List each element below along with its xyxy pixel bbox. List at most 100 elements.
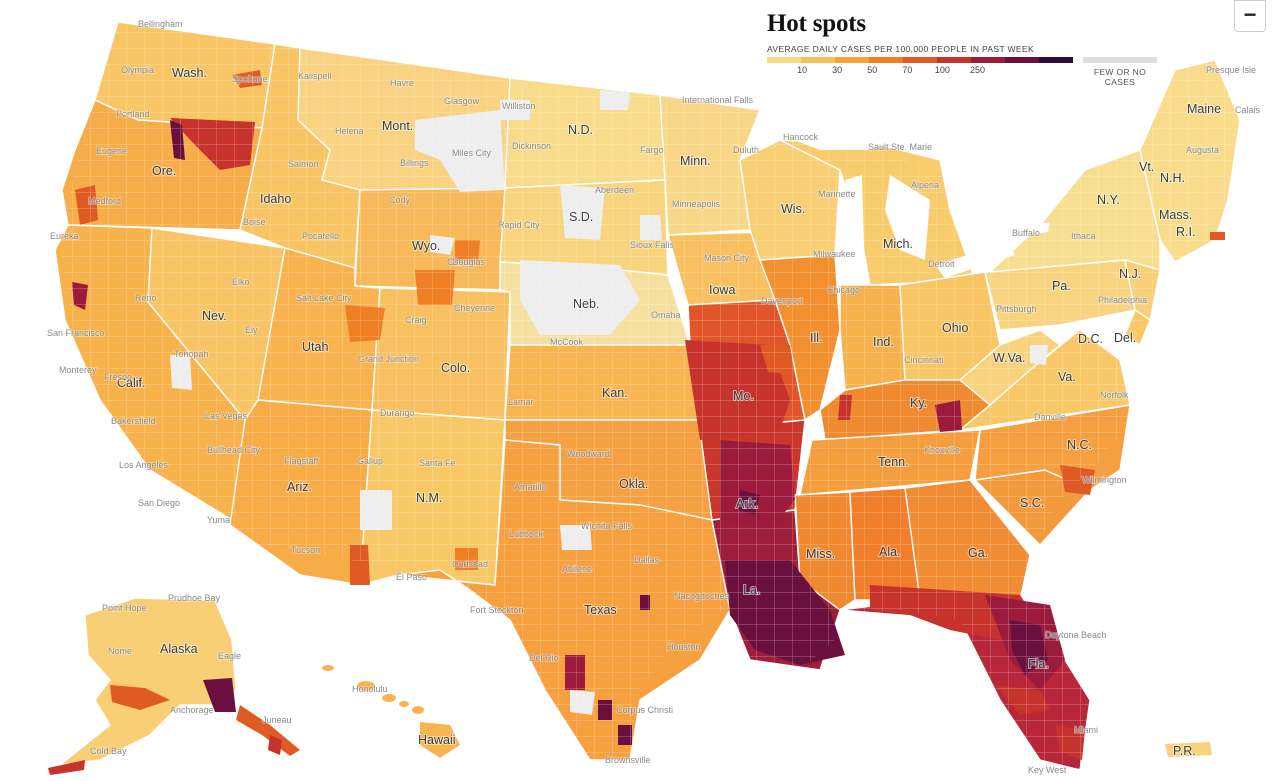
legend-ticks: 10 30 50 70 100 250 — [767, 65, 1073, 77]
city-label: Honolulu — [352, 684, 388, 694]
city-label: Del Rio — [529, 653, 559, 663]
city-label: Lubbock — [509, 529, 544, 539]
city-label: Portland — [116, 109, 150, 119]
label-utah: Utah — [302, 340, 328, 354]
label-sd: S.D. — [569, 210, 593, 224]
legend-tick-label: 10 — [797, 65, 808, 75]
city-label: Davenport — [761, 296, 803, 306]
label-nj: N.J. — [1119, 267, 1141, 281]
label-tenn: Tenn. — [878, 455, 909, 469]
legend-subtitle: AVERAGE DAILY CASES PER 100,000 PEOPLE I… — [767, 44, 1034, 54]
city-label: Cold Bay — [90, 746, 127, 756]
label-ala: Ala. — [879, 545, 901, 559]
label-mich: Mich. — [883, 237, 913, 251]
city-label: Carlsbad — [452, 559, 488, 569]
label-miss: Miss. — [806, 547, 835, 561]
city-label: Grand Junction — [358, 354, 419, 364]
label-ore: Ore. — [152, 164, 176, 178]
city-label: Wilmington — [1082, 475, 1127, 485]
label-ill: Ill. — [810, 331, 823, 345]
city-label: Bellingham — [138, 19, 183, 29]
label-nd: N.D. — [568, 123, 593, 137]
city-label: Bakersfield — [111, 416, 156, 426]
city-label: Nome — [108, 646, 132, 656]
label-nh: N.H. — [1160, 171, 1185, 185]
city-label: Sault Ste. Marie — [868, 142, 932, 152]
city-label: Point Hope — [102, 603, 147, 613]
city-label: Pittsburgh — [996, 304, 1037, 314]
label-ohio: Ohio — [942, 321, 968, 335]
label-ny: N.Y. — [1097, 193, 1120, 207]
label-wis: Wis. — [781, 202, 805, 216]
puerto-rico[interactable] — [1165, 742, 1212, 757]
city-label: Juneau — [262, 715, 292, 725]
city-label: Craig — [405, 315, 427, 325]
city-label: Abilene — [562, 564, 592, 574]
legend: Hot spots AVERAGE DAILY CASES PER 100,00… — [767, 10, 1167, 97]
city-label: Spokane — [232, 74, 268, 84]
city-label: Fort Stockton — [470, 605, 524, 615]
city-label: San Diego — [138, 498, 180, 508]
city-label: Danville — [1034, 412, 1066, 422]
city-label: Brownsville — [605, 755, 651, 765]
legend-no-cases-label: FEW OR NO CASES — [1093, 67, 1147, 87]
city-label: Alpena — [911, 180, 939, 190]
label-texas: Texas — [584, 603, 617, 617]
city-label: Milwaukee — [813, 249, 856, 259]
city-label: International Falls — [682, 95, 754, 105]
city-label: Wichita Falls — [581, 521, 633, 531]
label-ariz: Ariz. — [287, 480, 312, 494]
city-label: Amarillo — [514, 482, 547, 492]
city-label: Elko — [232, 277, 250, 287]
label-alaska: Alaska — [160, 642, 198, 656]
label-wash: Wash. — [172, 66, 207, 80]
legend-swatch — [801, 57, 835, 63]
city-label: Fargo — [640, 145, 664, 155]
legend-tick-label: 70 — [902, 65, 913, 75]
label-idaho: Idaho — [260, 192, 291, 206]
city-label: Minneapolis — [672, 199, 721, 209]
legend-tick-label: 30 — [832, 65, 843, 75]
city-label: Santa Fe — [419, 458, 456, 468]
city-label: Sioux Falls — [630, 240, 675, 250]
city-label: Marinette — [818, 189, 856, 199]
city-label: Key West — [1028, 765, 1067, 775]
alaska[interactable] — [48, 597, 300, 775]
city-label: San Francisco — [47, 328, 105, 338]
city-label: Mason City — [704, 253, 750, 263]
city-label: Cody — [389, 195, 411, 205]
city-label: Lamar — [508, 397, 534, 407]
hawaii[interactable] — [322, 665, 460, 758]
city-label: Norfolk — [1100, 390, 1129, 400]
zoom-out-button[interactable]: − — [1234, 0, 1266, 32]
city-label: Anchorage — [170, 705, 214, 715]
state-labels: Wash. Ore. Calif. Idaho Nev. Mont. Wyo. … — [116, 65, 1222, 759]
legend-tick-label: 100 — [934, 65, 950, 75]
city-label: Eugene — [96, 146, 127, 156]
label-pa: Pa. — [1052, 279, 1071, 293]
city-label: Salmon — [288, 159, 319, 169]
city-label: Tonopah — [174, 349, 209, 359]
city-label: Glasgow — [444, 96, 480, 106]
legend-color-bar — [767, 57, 1073, 63]
city-label: Tucson — [291, 545, 320, 555]
label-colo: Colo. — [441, 361, 470, 375]
label-minn: Minn. — [680, 154, 711, 168]
city-labels: Bellingham Olympia Spokane Kalispell Hav… — [46, 18, 1261, 776]
label-ky: Ky. — [910, 396, 927, 410]
city-label: Bullhead City — [207, 445, 261, 455]
label-nc: N.C. — [1067, 438, 1092, 452]
city-label: Presque Isle — [1206, 65, 1256, 75]
city-label: Fresno — [104, 372, 132, 382]
city-label: Pocatello — [302, 231, 339, 241]
city-label: El Paso — [396, 572, 427, 582]
legend-title: Hot spots — [767, 10, 866, 37]
city-label: Miami — [1074, 725, 1098, 735]
city-label: Yuma — [207, 515, 230, 525]
city-label: Gallup — [357, 456, 383, 466]
city-label: Calais — [1235, 105, 1261, 115]
city-label: Omaha — [651, 310, 681, 320]
city-label: Hancock — [783, 132, 819, 142]
city-label: Olympia — [121, 65, 154, 75]
